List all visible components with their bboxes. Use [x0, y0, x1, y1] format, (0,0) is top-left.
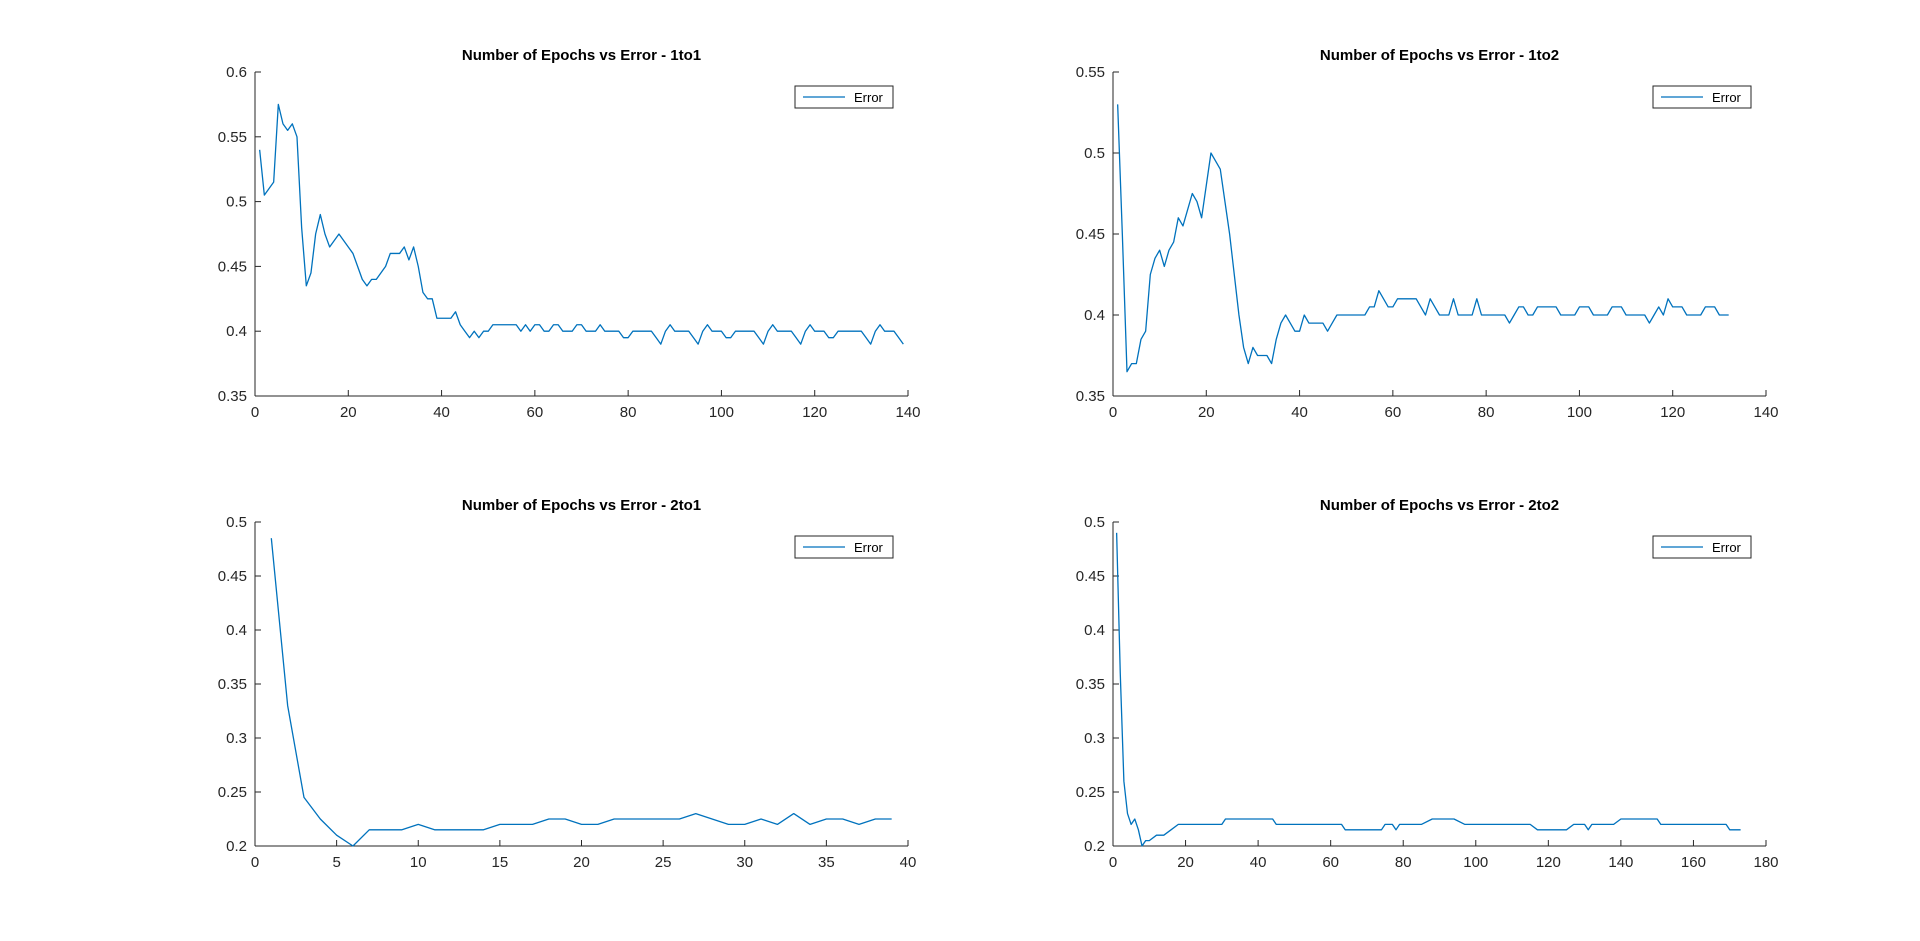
x-tick-label: 140: [895, 404, 920, 421]
y-tick-label: 0.3: [226, 730, 247, 747]
x-tick-label: 140: [1753, 404, 1778, 421]
legend: Error: [794, 85, 894, 109]
chart-title: Number of Epochs vs Error - 1to2: [1320, 47, 1559, 64]
x-tick-label: 20: [340, 404, 357, 421]
x-tick-label: 0: [251, 854, 259, 871]
legend-label: Error: [854, 540, 884, 555]
y-tick-label: 0.25: [1076, 784, 1105, 801]
chart-title: Number of Epochs vs Error - 2to1: [462, 497, 701, 514]
x-tick-label: 60: [1385, 404, 1402, 421]
x-tick-label: 20: [1177, 854, 1194, 871]
y-tick-label: 0.45: [218, 568, 247, 585]
series-line-error: [259, 103, 904, 345]
chart-panel-1: 0 20 40 60 80 100 120 140 0.35 0.4 0.45 0.5 0.55 0.6 N…: [218, 47, 921, 421]
chart-title: Number of Epochs vs Error - 2to2: [1320, 497, 1559, 514]
legend: Error: [1652, 85, 1752, 109]
x-tick-label: 120: [1536, 854, 1561, 871]
x-tick-label: 40: [433, 404, 450, 421]
x-tick-label: 180: [1753, 854, 1778, 871]
y-tick-label: 0.5: [226, 514, 247, 531]
legend-label: Error: [854, 90, 884, 105]
x-tick-label: 80: [1395, 854, 1412, 871]
series-line-error: [270, 538, 892, 847]
x-tick-label: 60: [527, 404, 544, 421]
y-tick-label: 0.5: [226, 194, 247, 211]
x-tick-label: 20: [573, 854, 590, 871]
y-tick-label: 0.25: [218, 784, 247, 801]
x-tick-label: 0: [1109, 854, 1117, 871]
y-tick-label: 0.55: [218, 129, 247, 146]
y-tick-label: 0.5: [1084, 514, 1105, 531]
y-tick-label: 0.5: [1084, 145, 1105, 162]
y-tick-label: 0.2: [226, 838, 247, 855]
x-tick-label: 120: [1660, 404, 1685, 421]
legend-label: Error: [1712, 540, 1742, 555]
chart-title: Number of Epochs vs Error - 1to1: [462, 47, 701, 64]
y-tick-label: 0.35: [1076, 676, 1105, 693]
x-tick-label: 160: [1681, 854, 1706, 871]
y-tick-label: 0.6: [226, 64, 247, 81]
x-tick-label: 80: [1478, 404, 1495, 421]
x-tick-label: 0: [251, 404, 259, 421]
x-tick-label: 60: [1322, 854, 1339, 871]
x-tick-label: 40: [1250, 854, 1267, 871]
x-tick-label: 140: [1608, 854, 1633, 871]
y-tick-label: 0.4: [1084, 622, 1105, 639]
y-tick-label: 0.4: [1084, 307, 1105, 324]
y-tick-label: 0.45: [1076, 226, 1105, 243]
x-tick-label: 100: [1463, 854, 1488, 871]
chart-panel-4: 0 20 40 60 80 100 120 140 160 180 0.2 0.25 0.3 0.35 0.…: [1076, 497, 1779, 871]
y-tick-label: 0.35: [218, 388, 247, 405]
series-line-error: [1115, 532, 1741, 847]
x-tick-label: 120: [802, 404, 827, 421]
y-tick-label: 0.2: [1084, 838, 1105, 855]
y-tick-label: 0.55: [1076, 64, 1105, 81]
x-tick-label: 100: [1567, 404, 1592, 421]
x-tick-label: 35: [818, 854, 835, 871]
x-tick-label: 0: [1109, 404, 1117, 421]
legend: Error: [794, 535, 894, 559]
y-tick-label: 0.45: [218, 258, 247, 275]
legend-label: Error: [1712, 90, 1742, 105]
legend: Error: [1652, 535, 1752, 559]
x-tick-label: 40: [1291, 404, 1308, 421]
x-tick-label: 10: [410, 854, 427, 871]
y-tick-label: 0.35: [1076, 388, 1105, 405]
chart-panel-3: 0 5 10 15 20 25 30 35 40 0.2 0.25 0.3 0.35 0.4 0.45 0.5…: [218, 497, 917, 871]
x-tick-label: 20: [1198, 404, 1215, 421]
y-tick-label: 0.45: [1076, 568, 1105, 585]
x-tick-label: 80: [620, 404, 637, 421]
chart-panel-2: 0 20 40 60 80 100 120 140 0.35 0.4 0.45 0.5 0.55 Numb…: [1076, 47, 1779, 421]
y-tick-label: 0.3: [1084, 730, 1105, 747]
x-tick-label: 100: [709, 404, 734, 421]
x-tick-label: 40: [900, 854, 917, 871]
series-line-error: [1117, 104, 1729, 373]
y-tick-label: 0.35: [218, 676, 247, 693]
x-tick-label: 25: [655, 854, 672, 871]
x-tick-label: 5: [332, 854, 340, 871]
x-tick-label: 30: [736, 854, 753, 871]
y-tick-label: 0.4: [226, 622, 247, 639]
x-tick-label: 15: [492, 854, 509, 871]
y-tick-label: 0.4: [226, 323, 247, 340]
